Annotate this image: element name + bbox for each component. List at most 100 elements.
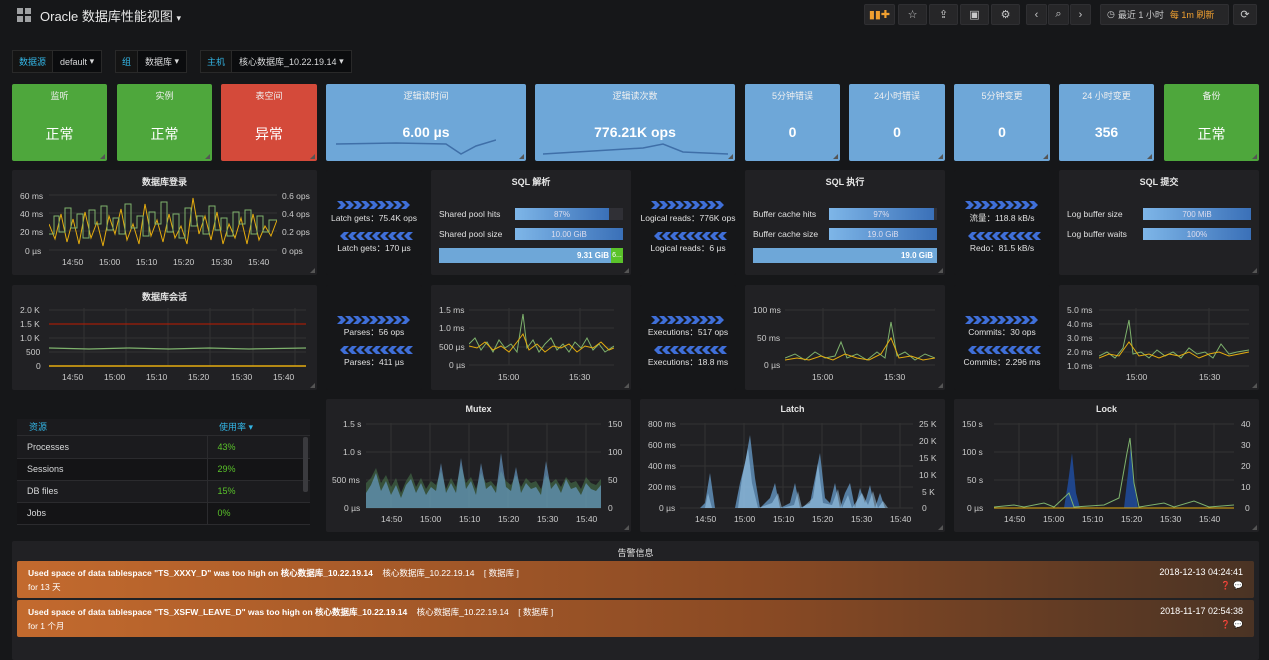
- stat-value: 6.00 µs: [402, 124, 450, 140]
- panel-sql-parse[interactable]: SQL 解析 Shared pool hits 87% Shared pool s…: [431, 170, 631, 275]
- stat-listener[interactable]: 监听 正常: [12, 84, 107, 161]
- latch-gets-ops: Latch gets：75.4K ops: [330, 213, 417, 223]
- panel-flow-redo[interactable]: 流量：118.8 kB/s Redo：81.5 kB/s: [954, 170, 1050, 275]
- stat-title: 5分钟变更: [981, 91, 1023, 101]
- stat-value: 正常: [45, 126, 74, 142]
- stat-5min-errors[interactable]: 5分钟错误 0: [745, 84, 840, 161]
- stat-24h-errors[interactable]: 24小时错误 0: [849, 84, 945, 161]
- stat-24h-changes[interactable]: 24 小时变更 356: [1059, 84, 1154, 161]
- table-row: Sessions 29%: [17, 458, 310, 481]
- chevron-right-arrows-icon: [337, 201, 410, 209]
- alert-actions: ❓ 💬: [1221, 620, 1243, 629]
- star-icon: ☆: [907, 9, 918, 21]
- panel-latch-gets[interactable]: Latch gets：75.4K ops Latch gets：170 µs: [326, 170, 422, 275]
- refresh-button[interactable]: ⟳: [1233, 4, 1257, 25]
- stat-tablespace[interactable]: 表空间 异常: [221, 84, 317, 161]
- stat-instance[interactable]: 实例 正常: [117, 84, 212, 161]
- variable-label: 组: [115, 50, 139, 73]
- shared-pool-free-bar: 6...: [611, 248, 623, 263]
- help-icon[interactable]: ❓: [1220, 581, 1231, 590]
- usage-column-header[interactable]: 使用率 ▾: [219, 422, 254, 432]
- help-icon[interactable]: ❓: [1220, 620, 1231, 629]
- chevron-left-arrows-icon: [340, 232, 413, 240]
- alert-actions: ❓ 💬: [1221, 581, 1243, 590]
- alert-duration: for 1 个月: [28, 621, 65, 631]
- variable-label: 数据源: [12, 50, 54, 73]
- chevron-left-arrows-icon: [654, 232, 727, 240]
- stat-title: 表空间: [255, 91, 283, 101]
- panel-sql-exec[interactable]: SQL 执行 Buffer cache hits 97% Buffer cache…: [745, 170, 945, 275]
- time-back-button[interactable]: ‹: [1026, 4, 1047, 25]
- panel-logical-reads[interactable]: Logical reads：776K ops Logical reads：6 µ…: [640, 170, 736, 275]
- datasource-select[interactable]: default ▾: [53, 50, 103, 73]
- group-select[interactable]: 数据库 ▾: [138, 50, 188, 73]
- table-row: DB files 15%: [17, 480, 310, 503]
- settings-button[interactable]: ⚙: [991, 4, 1020, 25]
- parse-graph: [469, 308, 614, 366]
- stat-title: 备份: [1202, 91, 1221, 101]
- gear-icon: ⚙: [1000, 9, 1011, 21]
- logical-reads-ops: Logical reads：776K ops: [640, 213, 736, 223]
- commit-graph: [1099, 308, 1249, 367]
- share-button[interactable]: ⇪: [929, 4, 958, 25]
- time-picker[interactable]: ◷ 最近 1 小时 每 1m 刷新: [1100, 4, 1229, 25]
- alert-item[interactable]: Used space of data tablespace "TS_XSFW_L…: [17, 600, 1254, 637]
- commits-ops: Commits：30 ops: [968, 327, 1036, 337]
- chevron-right-arrows-icon: [651, 316, 724, 324]
- panel-lock[interactable]: Lock 150 s 100 s 50 s 0 µs 40 30 20 10 0…: [954, 399, 1259, 532]
- chevron-right-arrows-icon: [965, 316, 1038, 324]
- gauge-log-buffer-waits: Log buffer waits 100%: [1067, 227, 1251, 241]
- time-forward-button[interactable]: ›: [1070, 4, 1091, 25]
- stat-title: 逻辑读时间: [403, 91, 449, 101]
- table-scrollbar[interactable]: [303, 437, 308, 492]
- gauge-buffer-cache-hits: Buffer cache hits 97%: [753, 207, 937, 221]
- stat-logical-read-time[interactable]: 逻辑读时间 6.00 µs: [326, 84, 526, 161]
- panel-db-sessions[interactable]: 数据库会话 2.0 K 1.5 K 1.0 K 500 0 14:50 15:0…: [12, 285, 317, 390]
- executions-ops: Executions：517 ops: [647, 327, 729, 337]
- panel-latch[interactable]: Latch 800 ms 600 ms 400 ms 200 ms 0 µs 2…: [640, 399, 945, 532]
- stat-title: 24小时错误: [873, 91, 920, 101]
- stat-value: 正常: [1197, 126, 1226, 142]
- zoom-out-button[interactable]: ⌕: [1048, 4, 1069, 25]
- comments-icon[interactable]: 💬: [1233, 620, 1243, 629]
- resource-column-header[interactable]: 资源: [29, 422, 48, 432]
- add-panel-button[interactable]: ▮▮✚: [864, 4, 895, 25]
- gauge-shared-pool-size: Shared pool size 10.00 GiB: [439, 227, 623, 241]
- panel-sql-commit[interactable]: SQL 提交 Log buffer size 700 MiB Log buffer…: [1059, 170, 1259, 275]
- stat-logical-read-count[interactable]: 逻辑读次数 776.21K ops: [535, 84, 735, 161]
- variable-group: 组 数据库 ▾: [115, 50, 188, 73]
- panel-parses[interactable]: Parses：56 ops Parses：411 µs: [326, 285, 422, 390]
- share-icon: ⇪: [938, 9, 949, 21]
- panel-title: SQL 提交: [1139, 177, 1179, 187]
- panel-commits[interactable]: Commits：30 ops Commits：2.296 ms: [954, 285, 1050, 390]
- top-bar: Oracle 数据库性能视图 ▾ ▮▮✚ ☆ ⇪ ▣ ⚙ ‹ ⌕ › ◷ 最近 …: [0, 0, 1269, 32]
- sparkline: [336, 139, 496, 155]
- panel-executions[interactable]: Executions：517 ops Executions：18.8 ms: [640, 285, 736, 390]
- stat-backup[interactable]: 备份 正常: [1164, 84, 1259, 161]
- stat-5min-changes[interactable]: 5分钟变更 0: [954, 84, 1050, 161]
- panel-exec-time[interactable]: 100 ms 50 ms 0 µs 15:00 15:30: [745, 285, 945, 390]
- star-button[interactable]: ☆: [898, 4, 927, 25]
- panel-title: Mutex: [465, 404, 492, 414]
- stat-value: 356: [1094, 124, 1119, 140]
- panel-commit-time[interactable]: 5.0 ms 4.0 ms 3.0 ms 2.0 ms 1.0 ms 15:00…: [1059, 285, 1259, 390]
- panel-title: SQL 解析: [511, 177, 551, 187]
- panel-parse-time[interactable]: 1.5 ms 1.0 ms 500 µs 0 µs 15:00 15:30: [431, 285, 631, 390]
- flow-rate: 流量：118.8 kB/s: [969, 213, 1035, 223]
- panel-db-login[interactable]: 数据库登录 60 ms 40 ms 20 ms 0 µs 0.6 ops 0.4…: [12, 170, 317, 275]
- executions-ms: Executions：18.8 ms: [647, 357, 729, 367]
- panel-title: Latch: [780, 404, 805, 414]
- panel-title: 数据库会话: [141, 292, 187, 302]
- gauge-shared-pool-hits: Shared pool hits 87%: [439, 207, 623, 221]
- exec-graph: [785, 308, 935, 366]
- save-button[interactable]: ▣: [960, 4, 989, 25]
- resource-table: 资源 使用率 ▾ Processes 43% Sessions 29% DB fil…: [17, 419, 310, 534]
- dashboard-title[interactable]: Oracle 数据库性能视图 ▾: [40, 9, 182, 24]
- comments-icon[interactable]: 💬: [1233, 581, 1243, 590]
- dashboard-grid-icon[interactable]: [17, 8, 31, 22]
- alert-time: 2018-12-13 04:24:41: [1159, 567, 1243, 577]
- search-icon: ⌕: [1055, 8, 1062, 20]
- host-select[interactable]: 核心数据库_10.22.19.14 ▾: [232, 50, 352, 73]
- alert-item[interactable]: Used space of data tablespace "TS_XXXY_D…: [17, 561, 1254, 598]
- panel-mutex[interactable]: Mutex 1.5 s 1.0 s 500 ms 0 µs 150 100 50…: [326, 399, 631, 532]
